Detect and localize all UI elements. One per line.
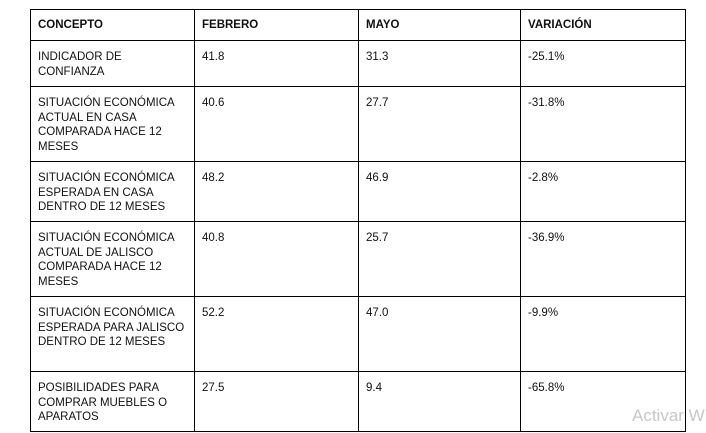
- header-febrero: FEBRERO: [194, 9, 359, 41]
- header-concepto: CONCEPTO: [30, 9, 195, 41]
- cell-febrero: 27.5: [194, 371, 359, 432]
- cell-variacion: -2.8%: [520, 161, 686, 222]
- cell-variacion: -31.8%: [520, 86, 686, 162]
- table-row: POSIBILIDADES PARA COMPRAR MUEBLES O APA…: [30, 371, 686, 432]
- cell-mayo: 47.0: [358, 296, 521, 372]
- activation-watermark: Activar W: [632, 406, 705, 425]
- table-row: SITUACIÓN ECONÓMICA ACTUAL EN CASA COMPA…: [30, 86, 686, 162]
- table-row: INDICADOR DE CONFIANZA 41.8 31.3 -25.1%: [30, 40, 686, 87]
- cell-febrero: 41.8: [194, 40, 359, 87]
- cell-concepto: SITUACIÓN ECONÓMICA ACTUAL EN CASA COMPA…: [30, 86, 195, 162]
- cell-variacion: -65.8%: [520, 371, 686, 432]
- cell-febrero: 48.2: [194, 161, 359, 222]
- table-header-row: CONCEPTO FEBRERO MAYO VARIACIÓN: [30, 9, 686, 41]
- cell-mayo: 9.4: [358, 371, 521, 432]
- header-variacion: VARIACIÓN: [520, 9, 686, 41]
- cell-variacion: -25.1%: [520, 40, 686, 87]
- consumer-confidence-table: CONCEPTO FEBRERO MAYO VARIACIÓN INDICADO…: [30, 9, 686, 432]
- cell-febrero: 40.6: [194, 86, 359, 162]
- header-mayo: MAYO: [358, 9, 521, 41]
- cell-febrero: 52.2: [194, 296, 359, 372]
- cell-variacion: -36.9%: [520, 221, 686, 297]
- cell-concepto: INDICADOR DE CONFIANZA: [30, 40, 195, 87]
- cell-mayo: 46.9: [358, 161, 521, 222]
- table-row: SITUACIÓN ECONÓMICA ESPERADA PARA JALISC…: [30, 296, 686, 372]
- cell-variacion: -9.9%: [520, 296, 686, 372]
- cell-mayo: 31.3: [358, 40, 521, 87]
- cell-febrero: 40.8: [194, 221, 359, 297]
- cell-mayo: 25.7: [358, 221, 521, 297]
- table-row: SITUACIÓN ECONÓMICA ACTUAL DE JALISCO CO…: [30, 221, 686, 297]
- table-row: SITUACIÓN ECONÓMICA ESPERADA EN CASA DEN…: [30, 161, 686, 222]
- cell-mayo: 27.7: [358, 86, 521, 162]
- cell-concepto: SITUACIÓN ECONÓMICA ACTUAL DE JALISCO CO…: [30, 221, 195, 297]
- cell-concepto: SITUACIÓN ECONÓMICA ESPERADA EN CASA DEN…: [30, 161, 195, 222]
- cell-concepto: SITUACIÓN ECONÓMICA ESPERADA PARA JALISC…: [30, 296, 195, 372]
- cell-concepto: POSIBILIDADES PARA COMPRAR MUEBLES O APA…: [30, 371, 195, 432]
